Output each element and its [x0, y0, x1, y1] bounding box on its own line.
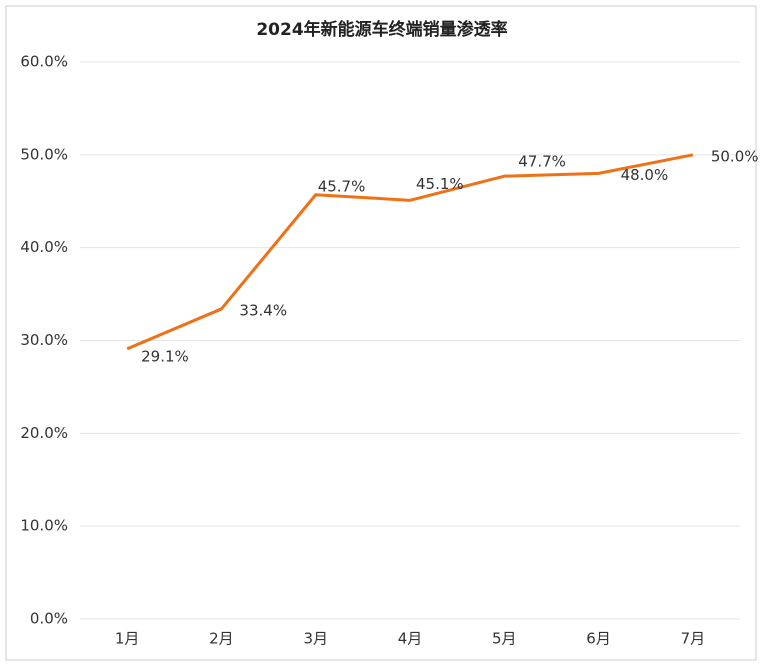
- x-tick-label: 7月: [681, 630, 706, 648]
- data-label: 47.7%: [518, 153, 566, 171]
- y-tick-label: 60.0%: [20, 53, 68, 71]
- chart-title: 2024年新能源车终端销量渗透率: [256, 19, 507, 40]
- y-tick-label: 0.0%: [30, 610, 68, 628]
- data-label: 45.1%: [416, 175, 464, 193]
- x-tick-label: 5月: [492, 630, 517, 648]
- data-label: 50.0%: [711, 147, 759, 165]
- data-label: 48.0%: [621, 166, 669, 184]
- y-tick-label: 10.0%: [20, 517, 68, 535]
- y-tick-label: 20.0%: [20, 424, 68, 442]
- x-tick-label: 2月: [209, 630, 234, 648]
- chart-frame: [5, 5, 757, 661]
- y-tick-label: 50.0%: [20, 145, 68, 163]
- y-tick-label: 30.0%: [20, 331, 68, 349]
- x-tick-label: 3月: [303, 630, 328, 648]
- data-label: 45.7%: [318, 177, 366, 195]
- x-tick-label: 1月: [115, 630, 140, 648]
- y-tick-label: 40.0%: [20, 238, 68, 256]
- data-label: 33.4%: [239, 301, 287, 319]
- x-tick-label: 4月: [398, 630, 423, 648]
- x-tick-label: 6月: [586, 630, 611, 648]
- data-label: 29.1%: [141, 347, 189, 365]
- line: [126, 153, 694, 351]
